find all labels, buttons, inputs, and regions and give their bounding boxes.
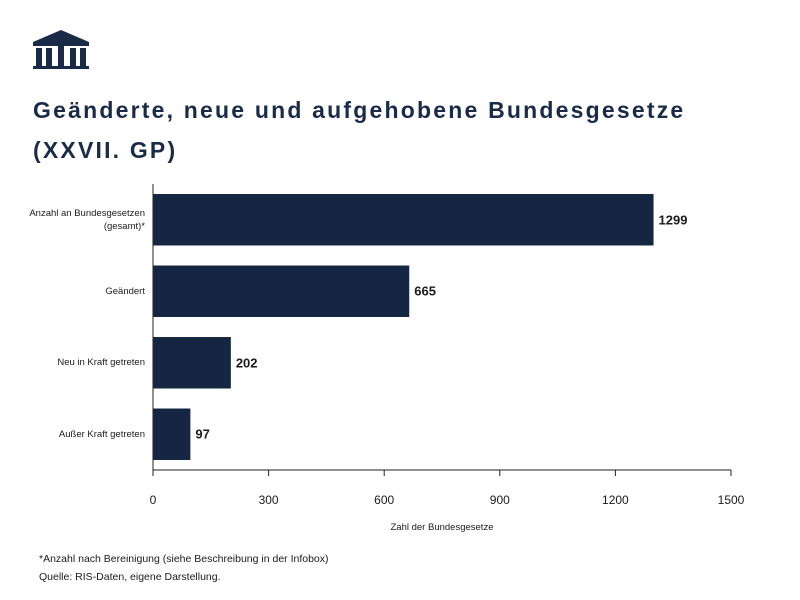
value-label: 665 — [414, 283, 436, 299]
x-tick-label: 600 — [374, 493, 395, 507]
value-label: 202 — [235, 355, 258, 371]
y-tick-label: Neu in Kraft getreten — [57, 357, 145, 369]
x-tick-label: 0 — [149, 493, 157, 507]
source: Quelle: RIS-Daten, eigene Darstellung. — [39, 571, 221, 583]
bar — [153, 265, 410, 317]
bar — [153, 194, 654, 246]
logo — [33, 30, 89, 69]
footnote: *Anzahl nach Bereinigung (siehe Beschrei… — [39, 553, 329, 565]
chart-title: Geänderte, neue und aufgehobene Bundesge… — [33, 97, 686, 163]
y-tick-label: Geändert — [105, 285, 145, 297]
x-tick-label: 1200 — [602, 493, 629, 507]
value-label: 1299 — [658, 212, 688, 228]
bar — [153, 337, 231, 389]
y-tick-label: Außer Kraft getreten — [58, 428, 145, 440]
x-tick-label: 300 — [258, 493, 279, 507]
y-tick-label: Anzahl an Bundesgesetzen (gesamt)* — [29, 207, 145, 232]
bar — [153, 408, 191, 460]
x-tick-label: 900 — [489, 493, 510, 507]
x-tick-label: 1500 — [717, 493, 745, 507]
x-axis-label: Zahl der Bundesgesetze — [390, 522, 494, 533]
value-label: 97 — [195, 426, 210, 442]
